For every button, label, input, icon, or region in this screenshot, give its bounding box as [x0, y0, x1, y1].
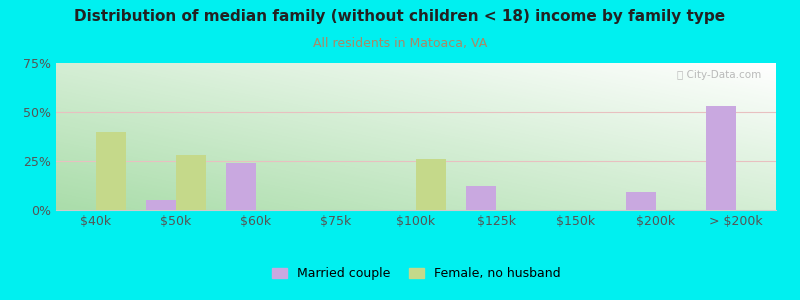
Text: ⓘ City-Data.com: ⓘ City-Data.com: [678, 70, 762, 80]
Bar: [416, 159, 446, 210]
Bar: [466, 187, 496, 210]
Bar: [706, 106, 736, 210]
Bar: [226, 163, 256, 210]
Bar: [146, 200, 176, 210]
Bar: [626, 192, 656, 210]
Text: All residents in Matoaca, VA: All residents in Matoaca, VA: [313, 38, 487, 50]
Bar: [96, 132, 126, 210]
Text: Distribution of median family (without children < 18) income by family type: Distribution of median family (without c…: [74, 9, 726, 24]
Legend: Married couple, Female, no husband: Married couple, Female, no husband: [272, 267, 560, 280]
Bar: [176, 155, 206, 210]
